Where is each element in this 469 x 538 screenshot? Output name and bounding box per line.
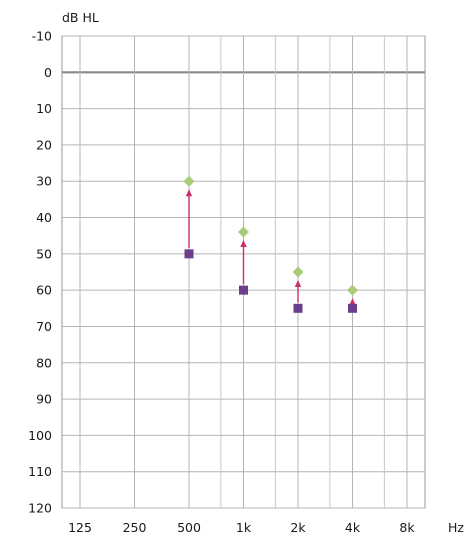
x-tick-label: 4k [345,520,361,535]
square-marker [184,249,194,259]
square-marker [239,285,248,295]
y-tick-label: 20 [36,137,52,152]
x-axis-title: Hz [448,520,464,535]
y-tick-label: 50 [36,246,52,261]
y-tick-label: 70 [36,319,52,334]
improvement-arrow-head [185,189,193,197]
x-tick-label: 500 [177,520,201,535]
y-tick-label: 90 [36,392,52,407]
y-tick-label: 110 [28,464,52,479]
x-tick-label: 250 [123,520,147,535]
y-tick-label: -10 [32,29,52,44]
diamond-marker [183,175,195,187]
y-tick-label: 80 [36,355,52,370]
x-tick-label: 8k [399,520,415,535]
diamond-marker [292,266,304,278]
x-tick-label: 1k [236,520,252,535]
y-tick-label: 60 [36,283,52,298]
y-tick-label: 40 [36,210,52,225]
improvement-arrow-head [349,298,356,306]
y-tick-label: 10 [36,101,52,116]
y-tick-label: 100 [28,428,52,443]
y-axis-title: dB HL [62,10,99,25]
diamond-marker [347,284,358,296]
x-tick-label: 125 [68,520,92,535]
y-tick-label: 0 [44,65,52,80]
square-marker [293,303,303,313]
square-marker [348,303,357,313]
y-tick-label: 120 [28,501,52,516]
improvement-arrow-head [240,240,247,248]
x-tick-label: 2k [290,520,306,535]
diamond-marker [238,226,249,238]
improvement-arrow-head [294,280,302,287]
y-tick-label: 30 [36,174,52,189]
